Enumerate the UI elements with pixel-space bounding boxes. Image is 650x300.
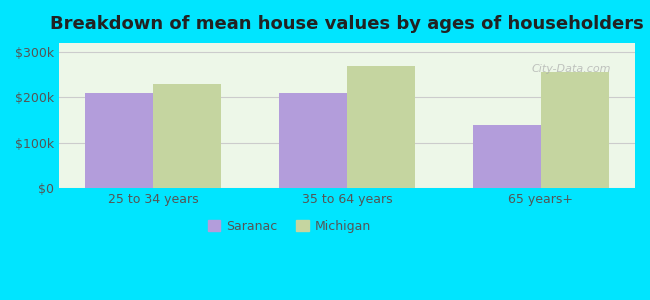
Bar [85, 93, 153, 188]
Bar [473, 125, 541, 188]
Bar [279, 93, 347, 188]
Legend: Saranac, Michigan: Saranac, Michigan [203, 214, 376, 238]
Title: Breakdown of mean house values by ages of householders: Breakdown of mean house values by ages o… [50, 15, 644, 33]
Bar [541, 73, 609, 188]
Bar [347, 66, 415, 188]
Text: City-Data.com: City-Data.com [531, 64, 611, 74]
Bar [153, 84, 221, 188]
